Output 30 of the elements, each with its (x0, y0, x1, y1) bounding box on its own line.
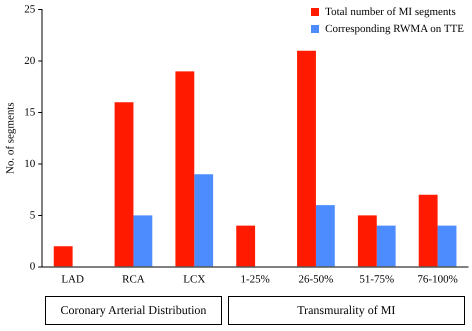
bar (438, 226, 456, 266)
bar (114, 102, 134, 266)
bar (376, 226, 396, 266)
x-tick-label: RCA (122, 273, 145, 286)
x-tick-label: 76-100% (417, 273, 458, 286)
label-frame: Transmurality of MI (228, 296, 465, 325)
x-tick-label: 26-50% (298, 273, 334, 286)
y-tick-label: 25 (24, 3, 36, 16)
y-axis-title: No. of segments (4, 102, 16, 174)
bar (297, 50, 316, 266)
y-tick-label: 20 (24, 54, 36, 67)
legend-label: Total number of MI segments (325, 6, 456, 18)
bar (54, 246, 73, 266)
x-tick-label: LCX (183, 273, 206, 286)
bar (358, 215, 377, 266)
bar (316, 205, 335, 266)
bar (236, 226, 256, 266)
y-tick-label: 10 (24, 158, 36, 170)
x-tick-label: 1-25% (240, 273, 270, 286)
legend-label: Corresponding RWMA on TTE (325, 23, 464, 35)
y-tick-label: 5 (30, 209, 36, 222)
label-frame: Coronary Arterial Distribution (45, 296, 222, 325)
bar (175, 71, 194, 266)
y-tick-label: 15 (24, 106, 36, 118)
bar (194, 174, 214, 266)
x-tick-label: LAD (61, 273, 84, 286)
x-tick-label: 51-75% (359, 273, 394, 286)
bar (133, 215, 152, 266)
bar (418, 194, 438, 266)
y-tick-label: 0 (30, 260, 36, 273)
